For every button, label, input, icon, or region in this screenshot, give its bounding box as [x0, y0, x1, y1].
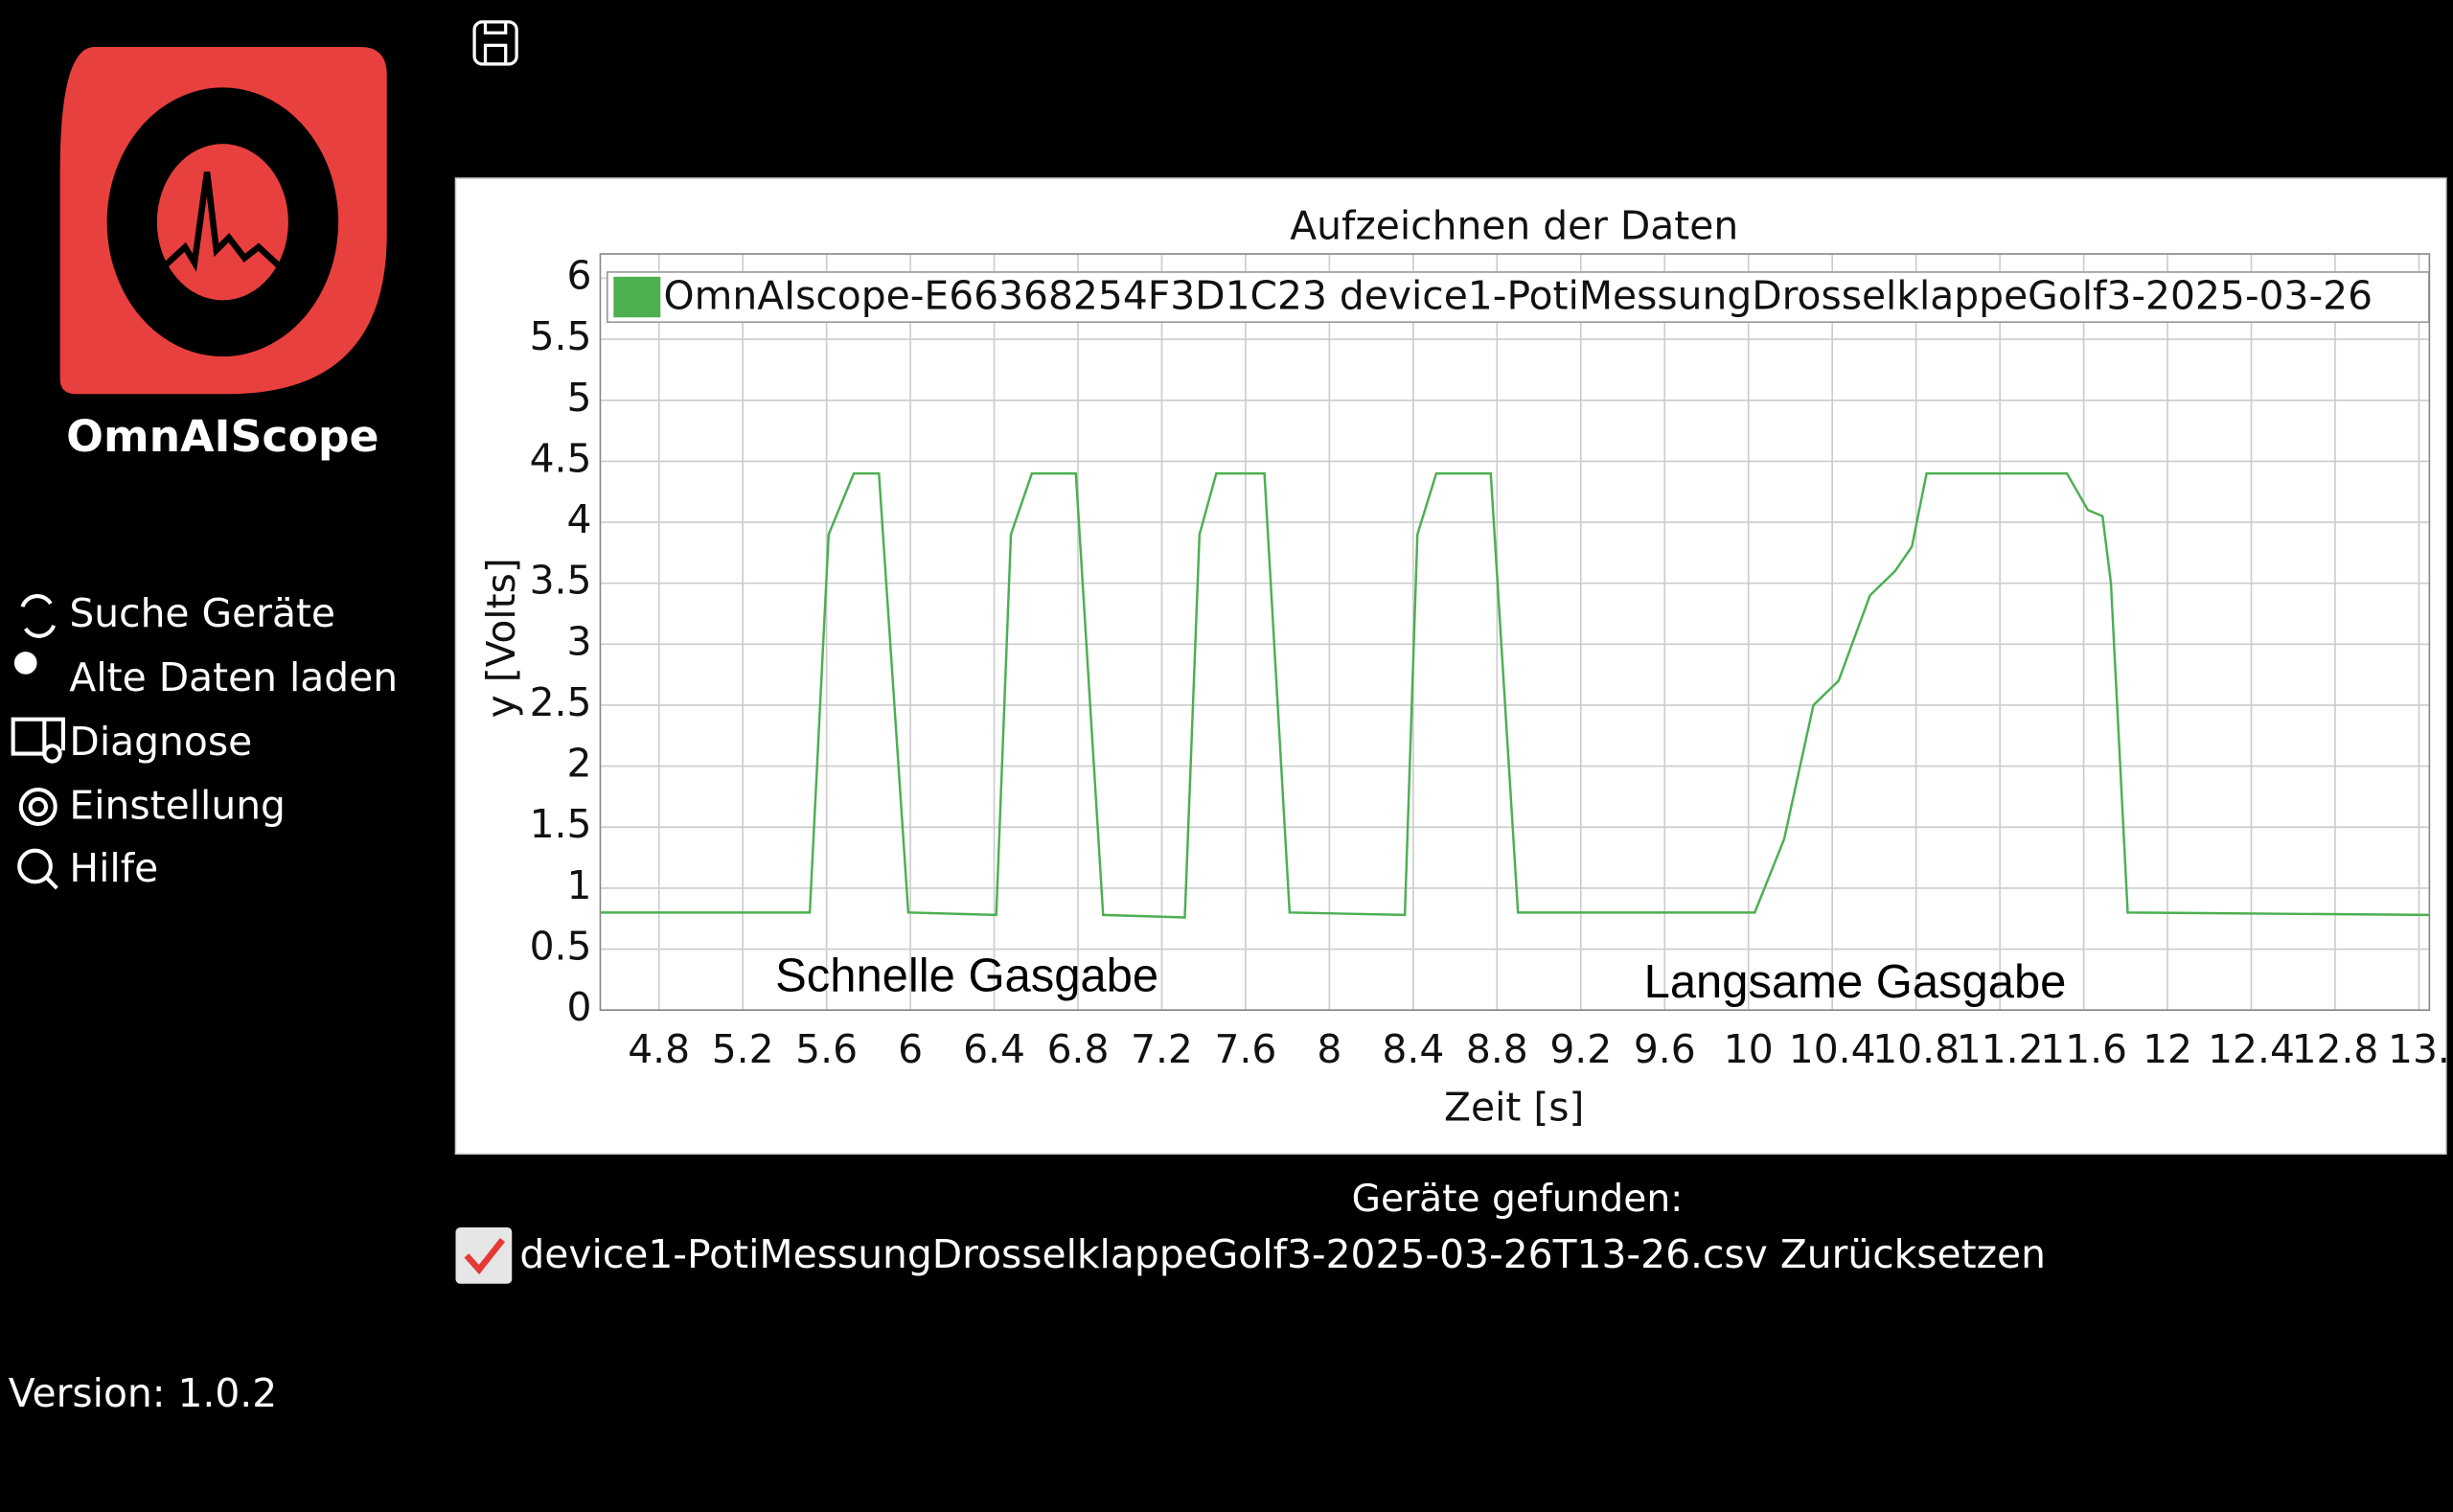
- y-axis-label: y [Volts]: [478, 558, 524, 718]
- checkbox[interactable]: [455, 1227, 513, 1284]
- menu-item[interactable]: Einstellung: [69, 783, 286, 829]
- legend-swatch: [613, 276, 661, 318]
- x-tick-label: 8: [1317, 1026, 1341, 1072]
- x-tick-label: 6: [898, 1026, 923, 1072]
- logo: [59, 46, 387, 395]
- x-tick-label: 11.6: [2040, 1026, 2127, 1072]
- reset-button[interactable]: Zurücksetzen: [1780, 1231, 2046, 1277]
- data-line: [600, 471, 2430, 919]
- y-tick-label: 5: [567, 375, 592, 421]
- legend-box: [606, 271, 2430, 323]
- y-tick-label: 0: [567, 984, 592, 1030]
- x-tick-label: 12.4: [2208, 1026, 2295, 1072]
- x-tick-label: 11.2: [1957, 1026, 2044, 1072]
- x-tick-label: 12.8: [2292, 1026, 2379, 1072]
- x-tick-label: 5.2: [712, 1026, 774, 1072]
- x-tick-label: 10.4: [1789, 1026, 1876, 1072]
- y-tick-label: 4.5: [530, 435, 592, 481]
- menu-item[interactable]: Diagnose: [69, 719, 252, 765]
- menu-item[interactable]: Alte Daten laden: [69, 654, 398, 700]
- menu-item[interactable]: Suche Geräte: [69, 590, 335, 636]
- plot-frame: [599, 253, 2431, 1011]
- device-file: device1-PotiMessungDrosselklappeGolf3-20…: [519, 1231, 1767, 1277]
- y-tick-label: 5.5: [530, 313, 592, 359]
- menu-icons: [11, 594, 65, 890]
- y-tick-label: 3.5: [530, 558, 592, 604]
- y-tick-label: 2.5: [530, 679, 592, 725]
- y-tick-label: 0.5: [530, 924, 592, 970]
- plot: OmnAIscope-E66368254F3D1C23 device1-Poti…: [600, 254, 2430, 1011]
- x-tick-label: 9.2: [1549, 1026, 1612, 1072]
- version: Version: 1.0.2: [9, 1370, 277, 1416]
- x-tick-label: 10.8: [1872, 1026, 1960, 1072]
- x-tick-label: 8.4: [1382, 1026, 1444, 1072]
- checkmark: [464, 1238, 506, 1275]
- devices-heading: Geräte gefunden:: [1352, 1178, 1684, 1221]
- y-tick-label: 3: [567, 618, 592, 664]
- x-tick-label: 9.6: [1634, 1026, 1696, 1072]
- x-tick-label: 8.8: [1466, 1026, 1528, 1072]
- app-name: OmnAIScope: [66, 411, 378, 462]
- x-tick-label: 6.4: [963, 1026, 1025, 1072]
- x-axis-label: Zeit [s]: [1444, 1085, 1584, 1131]
- y-tick-label: 4: [567, 496, 592, 542]
- x-tick-label: 10: [1724, 1026, 1774, 1072]
- y-tick-label: 2: [567, 741, 592, 787]
- y-tick-label: 1.5: [530, 801, 592, 847]
- x-tick-label: 13.: [2388, 1026, 2450, 1072]
- annotation: Langsame Gasgabe: [1644, 956, 2067, 1008]
- menu-item[interactable]: Hilfe: [69, 845, 158, 891]
- x-tick-label: 5.6: [795, 1026, 858, 1072]
- chart-panel: [454, 177, 2447, 1156]
- x-tick-label: 7.6: [1215, 1026, 1277, 1072]
- y-tick-label: 1: [567, 862, 592, 908]
- y-tick-label: 6: [567, 252, 592, 298]
- save-icon[interactable]: [472, 20, 518, 66]
- legend-label: OmnAIscope-E66368254F3D1C23 device1-Poti…: [664, 273, 2373, 319]
- x-tick-label: 12: [2143, 1026, 2192, 1072]
- x-tick-label: 7.2: [1131, 1026, 1193, 1072]
- chart-title: Aufzeichnen der Daten: [1290, 202, 1738, 248]
- annotation: Schnelle Gasgabe: [775, 950, 1158, 1001]
- x-tick-label: 4.8: [628, 1026, 690, 1072]
- x-tick-label: 6.8: [1047, 1026, 1110, 1072]
